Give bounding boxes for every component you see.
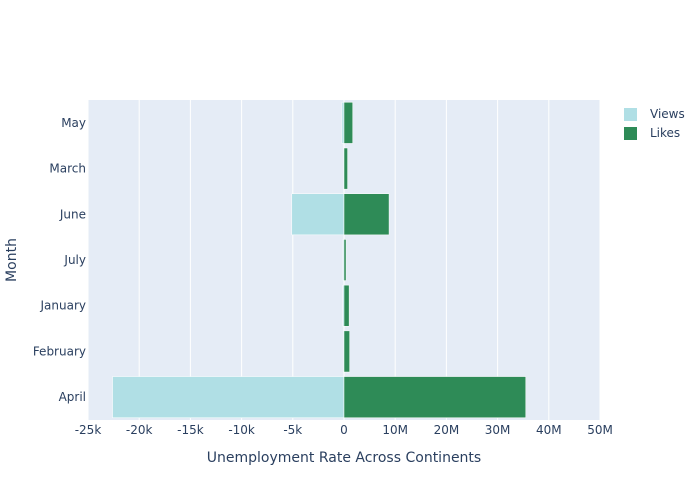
bars (112, 102, 527, 418)
y-tick-labels: April February January July June March May (33, 116, 86, 404)
bar-likes-june (343, 193, 390, 236)
x-tick-label: 0 (340, 423, 348, 437)
x-tick-label: -10k (228, 423, 255, 437)
y-tick-label: January (40, 299, 87, 313)
legend-swatch-views (624, 108, 637, 121)
bar-likes-january (343, 284, 350, 327)
legend: Views Likes (624, 107, 685, 140)
bar-views-may (341, 102, 345, 144)
bar-views-april (112, 376, 345, 418)
y-tick-label: July (63, 253, 86, 267)
x-tick-label: -25k (75, 423, 102, 437)
y-tick-label: March (49, 162, 86, 176)
legend-label-likes: Likes (650, 126, 680, 140)
x-axis-title: Unemployment Rate Across Continents (207, 450, 481, 466)
x-tick-label: -5k (283, 423, 302, 437)
y-tick-label: April (59, 390, 86, 404)
x-tick-label: 20M (434, 423, 460, 437)
x-tick-label: 40M (536, 423, 562, 437)
x-tick-label: 50M (587, 423, 613, 437)
x-tick-label: 30M (485, 423, 511, 437)
bar-likes-april (343, 376, 527, 418)
bar-likes-may (343, 102, 353, 144)
legend-label-views: Views (650, 107, 685, 121)
y-tick-label: February (33, 344, 86, 358)
y-axis-title: Month (4, 238, 20, 282)
gridlines (87, 100, 601, 420)
bar-likes-july (343, 239, 347, 281)
x-tick-labels: -25k -20k -15k -10k -5k 0 10M 20M 30M 40M 50M (75, 423, 613, 437)
y-tick-label: May (61, 116, 86, 130)
x-tick-label: -20k (126, 423, 153, 437)
legend-swatch-likes (624, 127, 637, 140)
y-tick-label: June (59, 207, 86, 221)
bar-likes-march (343, 147, 348, 190)
x-tick-label: -15k (177, 423, 204, 437)
bar-views-june (291, 193, 345, 236)
bar-likes-february (343, 330, 350, 373)
x-tick-label: 10M (382, 423, 408, 437)
